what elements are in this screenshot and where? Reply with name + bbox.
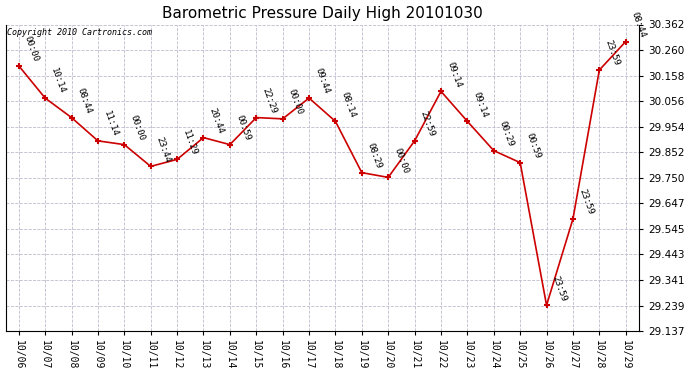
Text: 11:29: 11:29 (181, 128, 199, 157)
Text: 08:14: 08:14 (339, 90, 357, 118)
Text: 23:59: 23:59 (577, 188, 595, 216)
Text: 09:14: 09:14 (445, 60, 463, 88)
Text: 20:44: 20:44 (208, 106, 226, 135)
Text: 08:44: 08:44 (76, 87, 93, 115)
Text: 00:29: 00:29 (498, 120, 515, 148)
Text: 00:00: 00:00 (393, 146, 410, 175)
Text: 08:29: 08:29 (366, 141, 384, 170)
Text: 23:59: 23:59 (604, 39, 621, 67)
Text: 00:59: 00:59 (524, 132, 542, 160)
Text: 22:59: 22:59 (419, 110, 436, 138)
Text: 11:14: 11:14 (102, 110, 120, 138)
Text: 09:44: 09:44 (313, 67, 331, 95)
Text: 08:44: 08:44 (630, 10, 647, 39)
Title: Barometric Pressure Daily High 20101030: Barometric Pressure Daily High 20101030 (162, 6, 482, 21)
Text: 00:00: 00:00 (128, 114, 146, 142)
Text: 00:59: 00:59 (234, 114, 252, 142)
Text: 00:00: 00:00 (23, 34, 41, 63)
Text: 22:29: 22:29 (260, 87, 278, 115)
Text: 23:59: 23:59 (551, 274, 569, 303)
Text: 09:14: 09:14 (471, 90, 489, 118)
Text: Copyright 2010 Cartronics.com: Copyright 2010 Cartronics.com (7, 28, 152, 37)
Text: 00:00: 00:00 (287, 88, 304, 116)
Text: 10:14: 10:14 (49, 67, 67, 95)
Text: 23:44: 23:44 (155, 135, 172, 164)
